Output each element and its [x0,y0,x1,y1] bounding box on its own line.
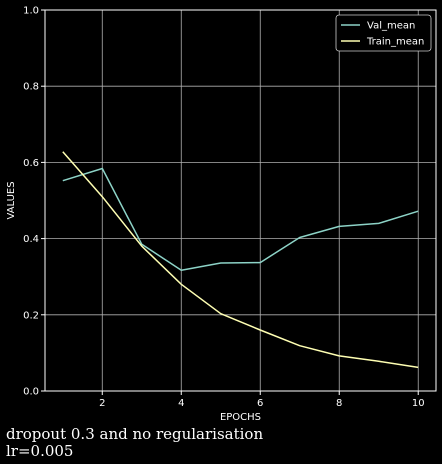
x-tick-label: 2 [99,398,105,409]
y-tick-label: 0.6 [23,158,39,169]
y-tick-label: 0.0 [23,387,39,398]
x-tick-label: 6 [257,398,263,409]
legend-label-train-mean: Train_mean [366,37,424,48]
x-axis-label: EPOCHS [220,412,261,423]
y-tick-label: 1.0 [23,6,39,17]
grid [45,9,436,392]
series-layer [62,151,419,369]
plot-frame [44,9,437,392]
caption-line-1: dropout 0.3 and no regularisation [6,425,264,443]
y-tick-label: 0.8 [23,82,39,93]
x-tick-label: 10 [412,398,425,409]
x-tick-label: 8 [336,398,342,409]
y-axis-label: VALUES [6,181,17,219]
y-tick-label: 0.4 [23,234,39,245]
legend: Val_mean Train_mean [335,14,432,52]
axis-ticks: 2 4 6 8 10 0.0 0.2 0.4 0.6 0.8 1.0 [23,6,425,410]
x-tick-label: 4 [178,398,184,409]
caption-line-2: lr=0.005 [6,442,74,460]
legend-box [335,14,432,52]
figure-caption: dropout 0.3 and no regularisation lr=0.0… [6,426,263,460]
series-line-val-mean [62,167,419,271]
series-line-train-mean [62,151,419,369]
legend-label-val-mean: Val_mean [367,21,415,32]
y-tick-label: 0.2 [23,310,39,321]
line-chart: 2 4 6 8 10 0.0 0.2 0.4 0.6 0.8 1.0 EPOCHS VALUES V… [6,6,437,423]
